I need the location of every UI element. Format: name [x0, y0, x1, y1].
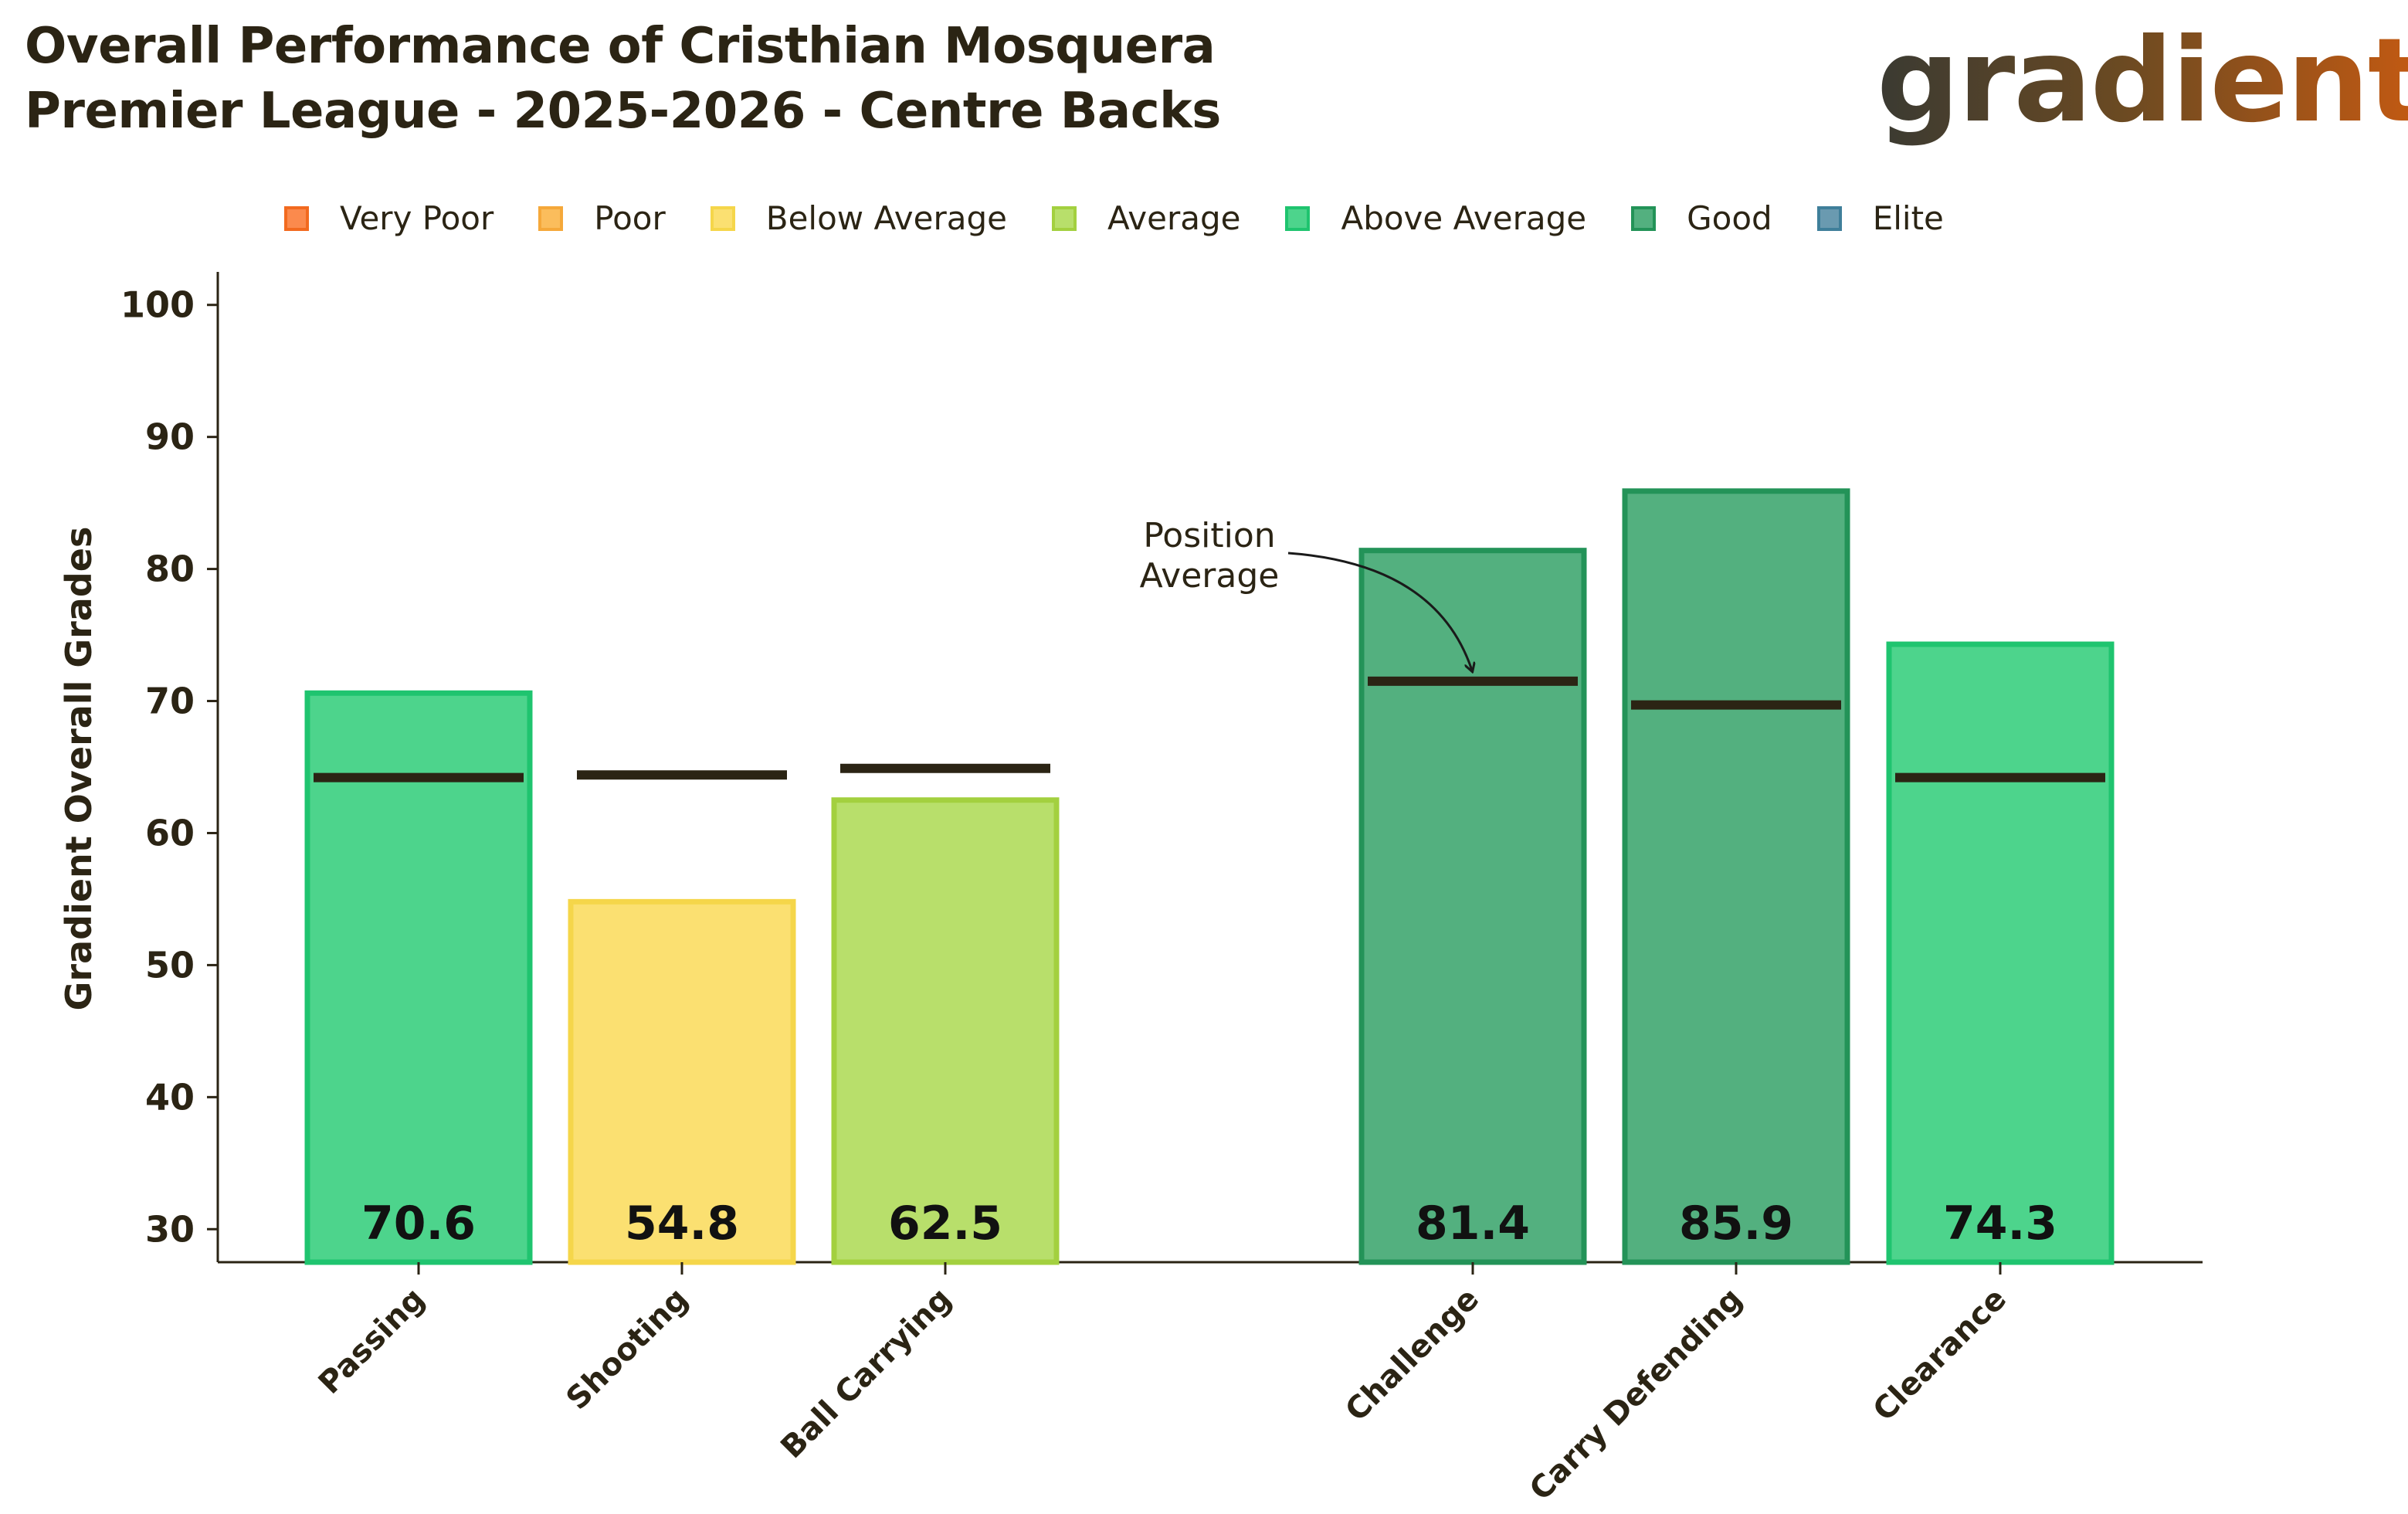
category-label: Clearance: [1867, 1281, 2013, 1428]
legend-label: Poor: [594, 199, 666, 237]
legend-item-good: Good: [1631, 199, 1772, 237]
annotation-line-1: Position: [1143, 516, 1275, 555]
legend: Very Poor Poor Below Average Average Above A…: [284, 199, 1989, 237]
chart-title: Overall Performance of Cristhian Mosquer…: [25, 14, 1221, 144]
legend-label: Average: [1107, 199, 1241, 237]
value-label: 74.3: [1943, 1197, 2057, 1251]
title-line-2: Premier League - 2025-2026 - Centre Back…: [25, 83, 1221, 140]
category-label: Passing: [312, 1281, 432, 1401]
category-label: Challenge: [1338, 1281, 1486, 1429]
value-label: 81.4: [1416, 1197, 1530, 1251]
legend-label: Very Poor: [340, 199, 494, 237]
y-tick-label: 100: [120, 284, 195, 326]
legend-label: Elite: [1872, 199, 1944, 237]
legend-swatch: [1816, 205, 1842, 231]
legend-swatch: [710, 205, 735, 231]
value-label: 70.6: [361, 1197, 476, 1251]
y-axis-label: Gradient Overall Grades: [58, 527, 100, 1011]
legend-item-below-average: Below Average: [710, 199, 1007, 237]
legend-label: Good: [1687, 199, 1772, 237]
legend-label: Above Average: [1341, 199, 1587, 237]
y-tick-label: 80: [145, 548, 195, 590]
category-label: Shooting: [560, 1281, 695, 1417]
legend-label: Below Average: [765, 199, 1007, 237]
value-label: 62.5: [888, 1197, 1002, 1251]
legend-swatch: [1051, 205, 1077, 231]
value-label: 85.9: [1679, 1197, 1793, 1251]
bar-clearance: [1886, 641, 2115, 1265]
legend-item-above-average: Above Average: [1285, 199, 1586, 237]
bar-carry-defending: [1622, 488, 1850, 1265]
y-tick-label: 50: [145, 944, 195, 986]
y-tick-label: 90: [145, 416, 195, 458]
category-label: Carry Defending: [1523, 1281, 1749, 1508]
legend-swatch: [284, 205, 309, 231]
legend-item-poor: Poor: [538, 199, 666, 237]
y-tick-label: 40: [145, 1076, 195, 1118]
bar-shooting: [568, 898, 796, 1265]
bar-challenge: [1358, 548, 1587, 1265]
gradient-logo: gradient: [1877, 8, 2408, 154]
legend-swatch: [1631, 205, 1657, 231]
legend-item-very-poor: Very Poor: [284, 199, 493, 237]
bar-ball-carrying: [831, 797, 1060, 1265]
legend-swatch: [538, 205, 564, 231]
y-tick-label: 70: [145, 681, 195, 722]
legend-item-elite: Elite: [1816, 199, 1944, 237]
title-line-1: Overall Performance of Cristhian Mosquer…: [25, 18, 1216, 75]
legend-item-average: Average: [1051, 199, 1241, 237]
legend-swatch: [1285, 205, 1311, 231]
value-label: 54.8: [625, 1197, 739, 1251]
category-label: Ball Carrying: [774, 1281, 958, 1466]
annotation-arrow: [1287, 552, 1472, 670]
y-tick-label: 60: [145, 812, 195, 854]
y-tick-label: 30: [145, 1208, 195, 1250]
annotation-line-2: Average: [1140, 556, 1280, 596]
